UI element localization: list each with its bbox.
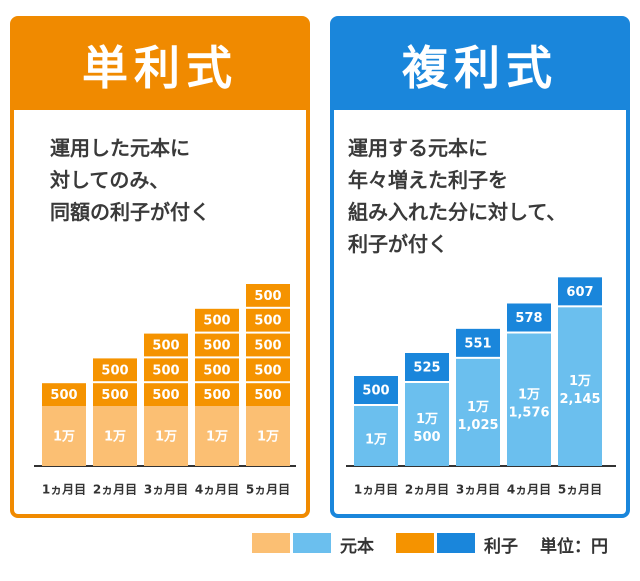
x-tick-label: 1ヵ月目 [354, 483, 398, 497]
x-tick-label: 5ヵ月目 [246, 483, 290, 497]
x-tick-label: 3ヵ月目 [456, 483, 500, 497]
interest-value-label: 551 [464, 336, 491, 351]
interest-value-label: 500 [101, 363, 128, 378]
legend-swatch-compound-interest [437, 533, 475, 553]
interest-block [144, 383, 188, 406]
description-line: 同額の利子が付く [50, 200, 210, 224]
principal-bar [354, 406, 398, 466]
interest-value-label: 578 [515, 311, 542, 326]
legend: 元本 利子 単位：円 [0, 530, 640, 558]
interest-bar [558, 277, 602, 306]
description-line: 年々増えた利子を [348, 168, 508, 192]
compound-interest-panel: 複利式 運用する元本に 年々増えた利子を 組み入れた分に対して、 利子が付く 1… [330, 16, 630, 518]
description-line: 利子が付く [348, 232, 448, 256]
principal-bar [507, 333, 551, 466]
simple-interest-panel: 単利式 運用した元本に 対してのみ、 同額の利子が付く 1万 500 1ヵ月目 1万 5… [10, 16, 310, 518]
interest-value-label: 500 [152, 339, 179, 354]
x-tick-label: 5ヵ月目 [558, 483, 602, 497]
principal-value-label: 1万 [104, 430, 126, 445]
interest-value-label: 500 [152, 388, 179, 403]
principal-value-label: 1,025 [457, 418, 498, 433]
principal-bar [405, 383, 449, 466]
compound-interest-title: 複利式 [334, 20, 626, 110]
interest-value-label: 500 [203, 363, 230, 378]
simple-interest-title: 単利式 [14, 20, 306, 110]
interest-value-label: 500 [254, 363, 281, 378]
x-tick-label: 3ヵ月目 [144, 483, 188, 497]
x-tick-label: 2ヵ月目 [405, 483, 449, 497]
interest-block [195, 358, 239, 382]
interest-value-label: 500 [362, 384, 389, 399]
interest-value-label: 500 [101, 388, 128, 403]
principal-value-label: 1万 [206, 430, 228, 445]
interest-block [93, 358, 137, 382]
interest-value-label: 500 [203, 314, 230, 329]
principal-bar [93, 406, 137, 466]
interest-bar [507, 303, 551, 332]
interest-value-label: 500 [50, 388, 77, 403]
principal-value-label: 500 [413, 430, 440, 445]
interest-block [144, 333, 188, 357]
principal-bar [246, 406, 290, 466]
interest-block [195, 308, 239, 332]
x-tick-label: 1ヵ月目 [42, 483, 86, 497]
compound-interest-description: 運用する元本に 年々増えた利子を 組み入れた分に対して、 利子が付く [348, 132, 628, 260]
principal-value-label: 1,576 [508, 405, 549, 420]
simple-interest-description: 運用した元本に 対してのみ、 同額の利子が付く [50, 132, 310, 228]
interest-bar [456, 328, 500, 357]
description-line: 組み入れた分に対して、 [348, 200, 567, 224]
principal-value-label: 1万 [518, 387, 540, 402]
interest-block [246, 333, 290, 357]
compound-interest-chart: 1万 500 1ヵ月目 1万 500 525 2ヵ月目 1万 1,025 551 3ヵ月目 1万 1,5… [346, 277, 616, 497]
principal-value-label: 1万 [416, 412, 438, 427]
interest-block [42, 383, 86, 406]
interest-block [195, 383, 239, 406]
interest-value-label: 500 [254, 339, 281, 354]
principal-value-label: 1万 [365, 433, 387, 448]
interest-value-label: 500 [254, 388, 281, 403]
principal-value-label: 1万 [467, 400, 489, 415]
interest-block [144, 358, 188, 382]
interest-value-label: 500 [254, 314, 281, 329]
principal-value-label: 1万 [569, 374, 591, 389]
interest-block [246, 383, 290, 406]
interest-block [93, 383, 137, 406]
description-line: 運用する元本に [348, 136, 488, 160]
description-line: 対してのみ、 [50, 168, 170, 192]
interest-block [246, 284, 290, 307]
simple-interest-chart: 1万 500 1ヵ月目 1万 500 500 2ヵ月目 1万 500 500 500 3ヵ月目 1万 50… [34, 284, 296, 497]
principal-value-label: 1万 [155, 430, 177, 445]
interest-value-label: 500 [152, 363, 179, 378]
interest-value-label: 607 [566, 285, 593, 300]
x-tick-label: 4ヵ月目 [507, 483, 551, 497]
legend-label-interest: 利子 [484, 537, 518, 557]
legend-swatch-simple-principal [252, 533, 290, 553]
interest-block [195, 333, 239, 357]
principal-bar [456, 358, 500, 466]
interest-value-label: 500 [203, 388, 230, 403]
principal-value-label: 1万 [257, 430, 279, 445]
interest-block [246, 308, 290, 332]
legend-unit-label: 単位：円 [540, 537, 608, 557]
interest-value-label: 500 [254, 289, 281, 304]
principal-bar [144, 406, 188, 466]
x-tick-label: 2ヵ月目 [93, 483, 137, 497]
principal-value-label: 1万 [53, 430, 75, 445]
principal-bar [42, 406, 86, 466]
interest-bar [354, 376, 398, 404]
interest-value-label: 525 [413, 361, 440, 376]
description-line: 運用した元本に [50, 136, 190, 160]
legend-label-principal: 元本 [340, 537, 374, 557]
principal-bar [558, 307, 602, 466]
principal-value-label: 2,145 [559, 392, 600, 407]
principal-bar [195, 406, 239, 466]
legend-swatch-simple-interest [396, 533, 434, 553]
interest-block [246, 358, 290, 382]
x-tick-label: 4ヵ月目 [195, 483, 239, 497]
interest-bar [405, 353, 449, 381]
legend-swatch-compound-principal [293, 533, 331, 553]
interest-value-label: 500 [203, 339, 230, 354]
